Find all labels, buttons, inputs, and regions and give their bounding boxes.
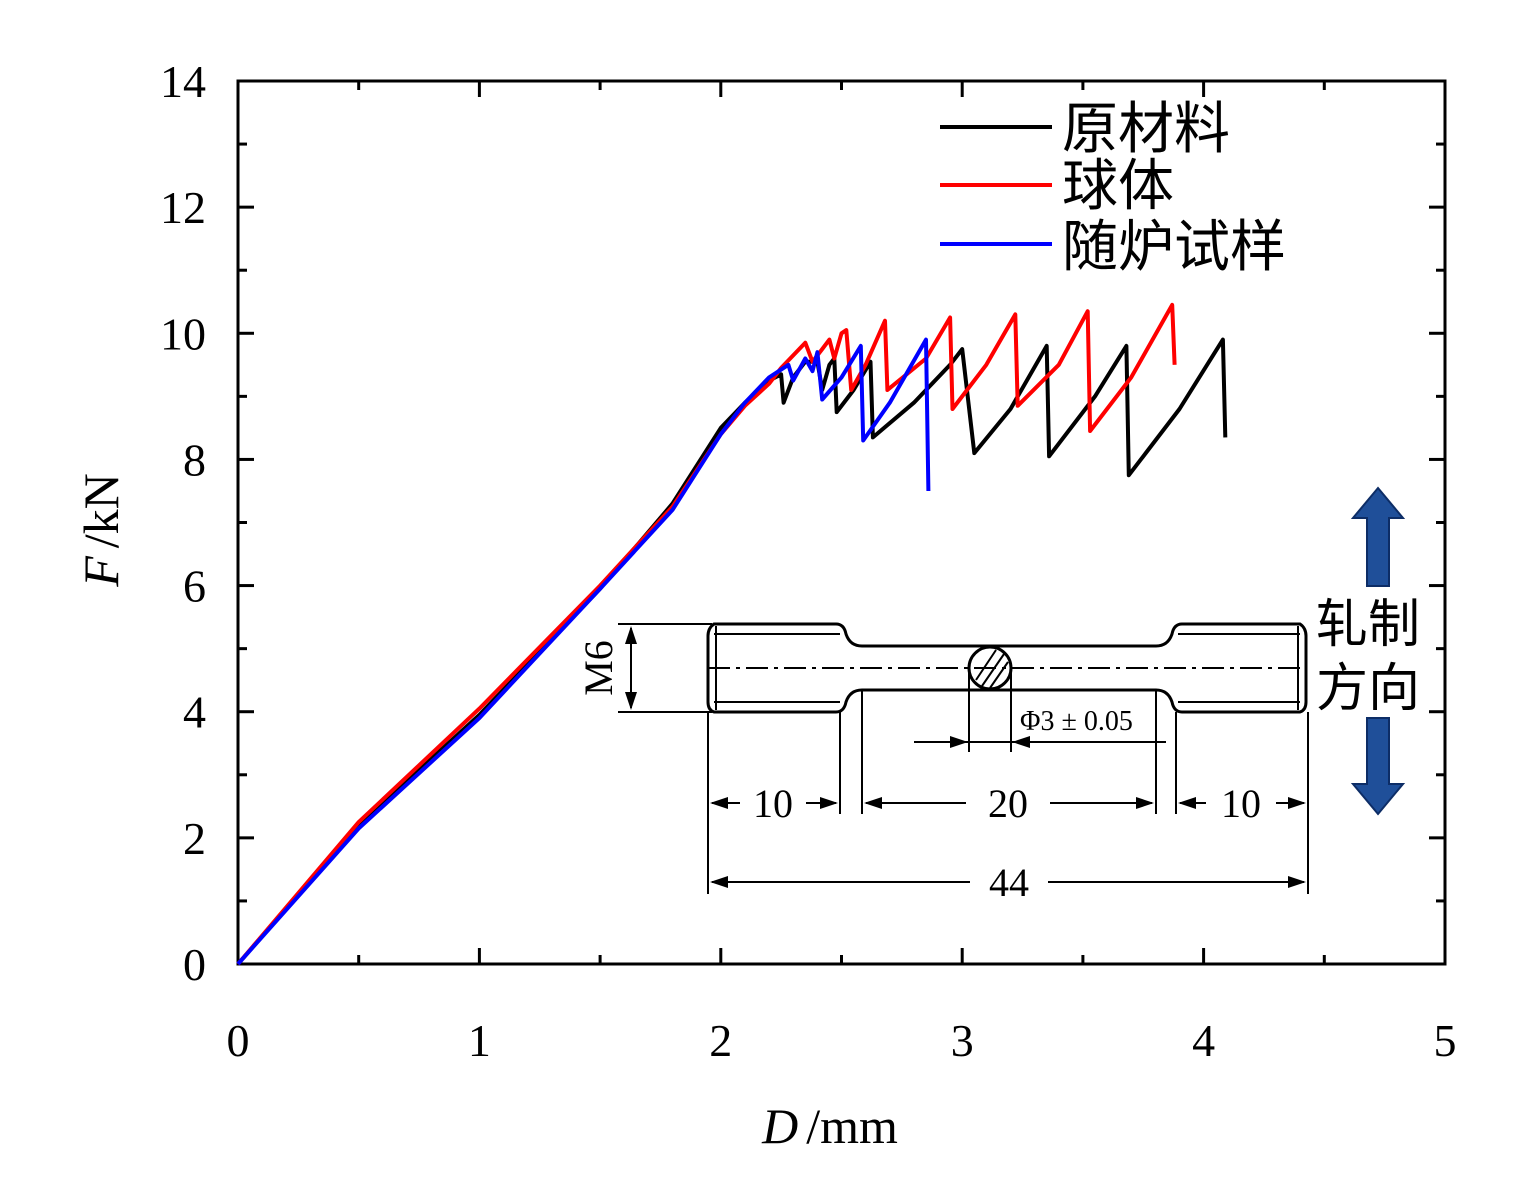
dim-right-arrow-a	[1178, 797, 1196, 809]
y-axis-title: F/kN	[73, 473, 129, 588]
dim-left-label: 10	[753, 781, 793, 826]
legend-label-sphere: 球体	[1062, 154, 1174, 219]
y-tick-label: 0	[183, 939, 206, 990]
section-hatch	[975, 649, 1009, 689]
dim-middle-label: 20	[988, 781, 1028, 826]
x-tick-label: 1	[468, 1015, 491, 1066]
plot-frame	[236, 79, 1447, 966]
x-axis-symbol: D	[761, 1098, 798, 1154]
dim-right-arrow-b	[1288, 797, 1306, 809]
legend-label-raw-material: 原材料	[1062, 97, 1230, 162]
x-tick-label: 4	[1192, 1015, 1215, 1066]
axis-ticks	[236, 79, 1447, 966]
down-arrow-icon	[1350, 717, 1406, 816]
direction-label-line1: 轧制	[1316, 595, 1420, 655]
x-axis-unit: /mm	[806, 1098, 898, 1154]
y-tick-label: 8	[183, 434, 206, 485]
series-line-sphere	[236, 302, 1177, 966]
dim-mid-arrow-b	[1136, 797, 1154, 809]
x-tick-label: 3	[951, 1015, 974, 1066]
x-axis-title: D/mm	[761, 1098, 898, 1154]
series-line-raw-material	[236, 337, 1228, 966]
dim-total-arrow-b	[1288, 876, 1306, 888]
specimen-outline	[706, 622, 1308, 714]
dim-total-label: 44	[989, 860, 1029, 905]
x-tick-label: 0	[227, 1015, 250, 1066]
y-tick-label: 12	[160, 182, 206, 233]
m6-arrow-top	[625, 626, 637, 644]
legend-label-furnace-sample: 随炉试样	[1062, 215, 1286, 280]
dim-mid-arrow-a	[864, 797, 882, 809]
series-line-furnace-sample	[236, 337, 931, 966]
series-lines	[236, 302, 1228, 966]
dia-arrow-left	[950, 736, 968, 748]
up-arrow-icon	[1350, 486, 1406, 587]
specimen-inset	[618, 622, 1309, 894]
direction-label-line2: 方向	[1316, 659, 1420, 719]
y-axis-unit: /kN	[73, 473, 129, 548]
rolling-direction: 轧制 方向	[1316, 486, 1420, 816]
y-tick-label: 4	[183, 687, 206, 738]
diameter-label: Φ3 ± 0.05	[1020, 706, 1133, 737]
y-tick-label: 2	[183, 813, 206, 864]
x-tick-label: 5	[1434, 1015, 1457, 1066]
thread-label: M6	[576, 640, 621, 696]
legend: 原材料 球体 随炉试样	[940, 97, 1286, 280]
dim-left-arrow-b	[820, 797, 838, 809]
dim-left-arrow-a	[710, 797, 728, 809]
y-tick-label: 14	[160, 56, 206, 107]
dim-total-arrow-a	[710, 876, 728, 888]
m6-arrow-bottom	[625, 692, 637, 710]
dim-right-label: 10	[1221, 781, 1261, 826]
dia-arrow-right	[1012, 736, 1030, 748]
y-axis-symbol: F	[73, 556, 129, 588]
y-tick-label: 6	[183, 561, 206, 612]
x-tick-label: 2	[709, 1015, 732, 1066]
y-tick-label: 10	[160, 308, 206, 359]
